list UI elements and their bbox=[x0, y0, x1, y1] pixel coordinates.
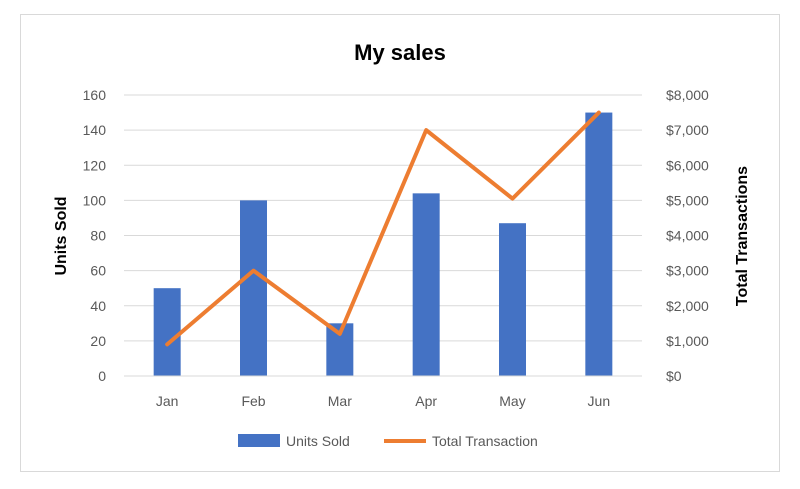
left-tick-label: 120 bbox=[83, 157, 107, 173]
x-tick-label: Jun bbox=[588, 393, 611, 409]
left-tick-label: 100 bbox=[83, 192, 107, 208]
bar bbox=[585, 112, 613, 376]
bar bbox=[240, 200, 267, 376]
left-axis-title: Units Sold bbox=[53, 196, 70, 275]
right-axis-ticks: $0 $1,000 $2,000 $3,000 $4,000 $5,000 $6,000 $7… bbox=[666, 87, 709, 384]
legend: Units Sold Total Transaction bbox=[238, 433, 538, 449]
x-tick-label: Feb bbox=[241, 393, 265, 409]
left-tick-label: 160 bbox=[83, 87, 107, 103]
right-tick-label: $7,000 bbox=[666, 122, 709, 138]
x-axis-ticks: Jan Feb Mar Apr May Jun bbox=[156, 393, 610, 409]
right-axis-title: Total Transactions bbox=[734, 166, 751, 306]
bar bbox=[412, 193, 440, 376]
bar bbox=[153, 288, 181, 376]
left-tick-label: 40 bbox=[90, 298, 106, 314]
left-tick-label: 0 bbox=[98, 368, 106, 384]
left-tick-label: 140 bbox=[83, 122, 107, 138]
bar bbox=[499, 223, 526, 376]
x-tick-label: May bbox=[499, 393, 525, 409]
right-tick-label: $2,000 bbox=[666, 298, 709, 314]
left-tick-label: 20 bbox=[90, 333, 106, 349]
right-tick-label: $6,000 bbox=[666, 157, 709, 173]
gridlines bbox=[124, 94, 642, 342]
left-tick-label: 60 bbox=[90, 263, 106, 279]
bar-series bbox=[153, 112, 613, 376]
legend-label-units-sold: Units Sold bbox=[286, 433, 350, 449]
chart-title: My sales bbox=[354, 40, 446, 65]
right-tick-label: $5,000 bbox=[666, 192, 709, 208]
chart-frame bbox=[20, 14, 780, 472]
x-tick-label: Apr bbox=[415, 393, 437, 409]
x-tick-label: Mar bbox=[328, 393, 352, 409]
right-tick-label: $1,000 bbox=[666, 333, 709, 349]
x-tick-label: Jan bbox=[156, 393, 179, 409]
right-tick-label: $4,000 bbox=[666, 228, 709, 244]
line-series bbox=[165, 110, 601, 347]
right-tick-label: $3,000 bbox=[666, 263, 709, 279]
left-axis-ticks: 0 20 40 60 80 100 120 140 160 bbox=[83, 87, 107, 384]
right-tick-label: $8,000 bbox=[666, 87, 709, 103]
series-line bbox=[165, 110, 601, 347]
legend-swatch-units-sold bbox=[238, 434, 280, 447]
left-tick-label: 80 bbox=[90, 228, 106, 244]
legend-label-total-transaction: Total Transaction bbox=[432, 433, 538, 449]
right-tick-label: $0 bbox=[666, 368, 682, 384]
